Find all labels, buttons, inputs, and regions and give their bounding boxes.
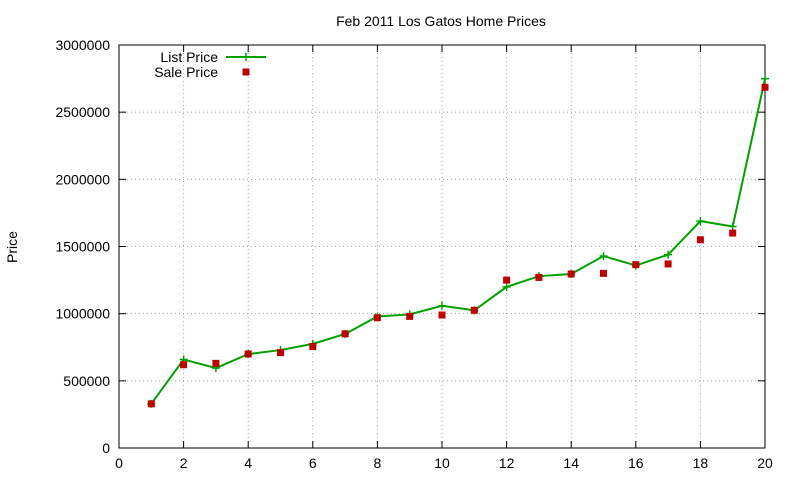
list-price-point [761, 74, 769, 83]
sale-price-point [244, 350, 252, 358]
sale-price-point [180, 361, 188, 369]
list-price-line [150, 78, 766, 405]
legend-label: List Price [160, 49, 218, 65]
legend-label: Sale Price [154, 64, 218, 80]
sale-price-point [470, 306, 478, 314]
plot-frame [118, 44, 766, 449]
sale-price-point [212, 359, 220, 367]
sale-price-point [147, 400, 155, 408]
series-sale-price [147, 83, 769, 408]
sale-price-point [438, 311, 446, 319]
axis-ticks: 0 2 4 6 8 10 12 14 16 18 20 0 500000 1000000 1500000 20… [55, 37, 773, 471]
list-price-point [599, 252, 608, 261]
x-tick-label: 10 [434, 455, 450, 471]
legend-swatch-marker [242, 68, 250, 76]
x-tick-label: 4 [244, 455, 252, 471]
sale-price-point [503, 276, 511, 284]
sale-price-point [729, 229, 737, 237]
x-tick-label: 14 [563, 455, 579, 471]
legend-swatch-marker [242, 53, 250, 61]
y-tick-label: 2500000 [55, 104, 110, 120]
list-price-point [438, 301, 446, 310]
x-tick-label: 18 [693, 455, 709, 471]
list-price-point [696, 217, 705, 226]
sale-price-point [277, 349, 284, 357]
legend-item: Sale Price [154, 64, 250, 80]
sale-price-point [632, 261, 640, 269]
sale-price-point [696, 236, 704, 244]
y-tick-label: 1000000 [55, 306, 110, 322]
x-tick-label: 6 [309, 455, 317, 471]
sale-price-point [761, 83, 769, 91]
sale-price-point [406, 312, 414, 320]
y-tick-label: 1500000 [55, 239, 110, 255]
y-tick-label: 500000 [63, 373, 110, 389]
sale-price-point [600, 269, 607, 277]
x-tick-label: 16 [628, 455, 644, 471]
x-tick-label: 8 [374, 455, 382, 471]
sale-price-point [535, 273, 543, 281]
y-axis-label: Price [4, 231, 20, 263]
sale-price-point [664, 260, 672, 268]
list-price-point [728, 222, 737, 231]
list-price-point [502, 282, 511, 291]
sale-price-point [373, 314, 381, 322]
grid [119, 45, 765, 448]
y-tick-label: 2000000 [55, 171, 110, 187]
chart-title: Feb 2011 Los Gatos Home Prices [336, 13, 546, 29]
x-tick-label: 20 [757, 455, 773, 471]
sale-price-point [567, 270, 575, 278]
legend-item: List Price [160, 49, 266, 65]
x-tick-label: 0 [115, 455, 123, 471]
y-tick-label: 3000000 [55, 37, 110, 53]
sale-price-point [309, 343, 317, 351]
series-layer [147, 74, 769, 408]
x-tick-label: 12 [499, 455, 515, 471]
list-price-point [664, 250, 673, 259]
sale-price-point [341, 330, 349, 338]
y-tick-label: 0 [102, 440, 110, 456]
x-tick-label: 2 [180, 455, 188, 471]
series-list-price [147, 74, 769, 408]
